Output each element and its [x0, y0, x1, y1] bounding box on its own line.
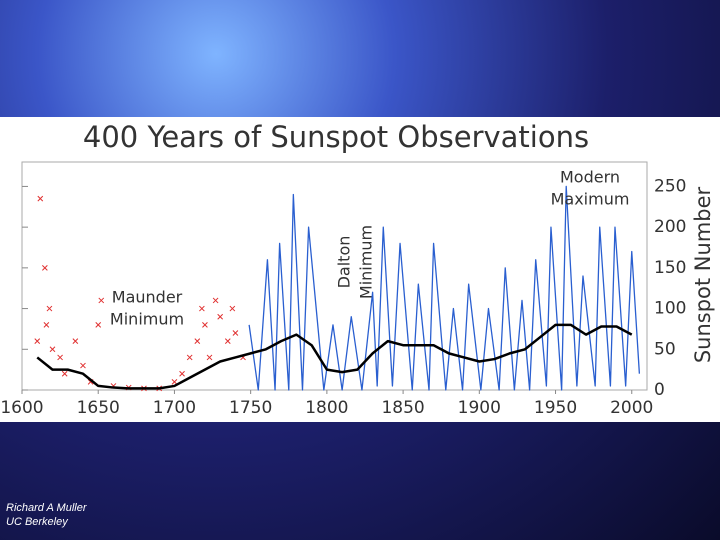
plot-frame — [21, 161, 648, 391]
y-tick-label: 200 — [654, 217, 686, 237]
y-tick-label: 50 — [654, 339, 676, 359]
sunspot-point — [42, 265, 48, 271]
sunspot-point — [206, 354, 213, 361]
sunspot-point — [57, 354, 63, 361]
sunspot-point — [199, 305, 205, 312]
footer-line: Richard A Muller — [6, 502, 87, 514]
sunspot-point — [61, 370, 68, 377]
x-tick-label: 1900 — [458, 398, 501, 418]
x-tick-label: 1750 — [229, 398, 272, 418]
annotation: Minimum — [357, 225, 376, 299]
annotation: Dalton — [335, 236, 354, 289]
sunspot-point — [43, 322, 50, 328]
x-tick-label: 1950 — [534, 398, 577, 418]
x-tick-label: 1850 — [381, 398, 424, 418]
sunspot-point — [217, 313, 224, 320]
sunspot-point — [46, 305, 53, 312]
y-tick-label: 0 — [654, 380, 665, 400]
annotation: Modern — [560, 168, 620, 187]
x-tick-label: 2000 — [610, 398, 653, 418]
annotation: Minimum — [110, 310, 184, 329]
y-tick-label: 150 — [654, 258, 686, 278]
sunspot-point — [80, 362, 86, 369]
y-axis-label: Sunspot Number — [691, 186, 715, 363]
sunspot-point — [232, 330, 239, 336]
chart-panel — [0, 117, 720, 422]
sunspot-point — [194, 338, 201, 344]
sunspot-line — [36, 323, 633, 390]
sunspot-point — [202, 322, 208, 328]
sunspot-point — [98, 297, 105, 304]
chart-title: 400 Years of Sunspot Observations — [83, 120, 589, 154]
sunspot-point — [212, 297, 219, 304]
x-tick-label: 1650 — [77, 398, 120, 418]
y-tick-label: 250 — [654, 176, 686, 196]
sunspot-point — [186, 354, 193, 361]
sunspot-point — [95, 322, 102, 328]
footer-line: UC Berkeley — [6, 516, 68, 528]
annotation: Maunder — [112, 288, 183, 307]
x-tick-label: 1800 — [305, 398, 348, 418]
annotation: Maximum — [551, 190, 630, 209]
y-tick-label: 100 — [654, 299, 686, 319]
sunspot-point — [72, 338, 79, 344]
sunspot-point — [49, 346, 56, 353]
sunspot-point — [34, 338, 41, 344]
x-tick-label: 1600 — [0, 398, 43, 418]
sunspot-point — [229, 305, 236, 312]
sunspot-point — [224, 338, 231, 344]
sunspot-point — [37, 195, 44, 202]
sunspot-line — [248, 185, 641, 391]
x-tick-label: 1700 — [153, 398, 196, 418]
sunspot-point — [171, 379, 178, 385]
sunspot-point — [179, 370, 185, 377]
